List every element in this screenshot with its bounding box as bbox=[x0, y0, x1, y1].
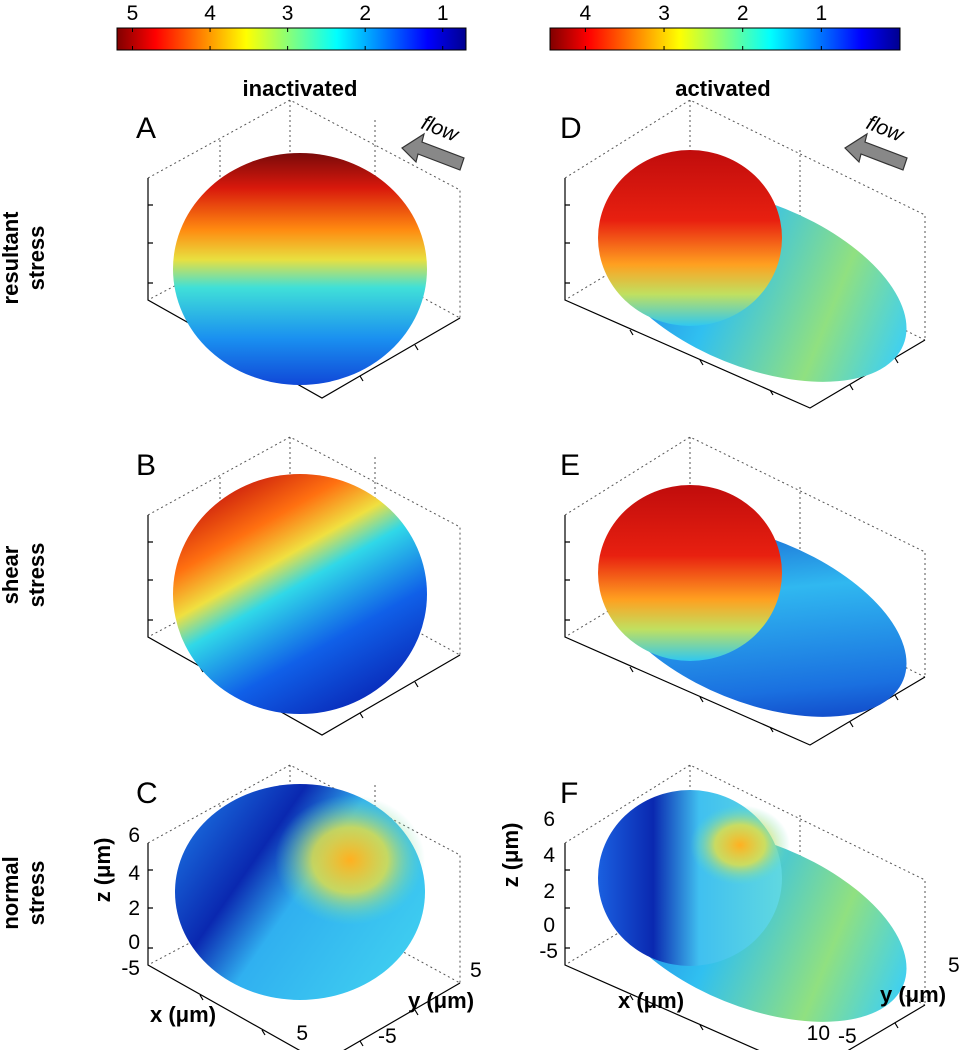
colorbar bbox=[116, 27, 467, 51]
y-tick-label: -5 bbox=[378, 1025, 397, 1048]
z-axis-label: z (μm) bbox=[498, 823, 523, 888]
colorbar-tick-label: 4 bbox=[580, 2, 592, 25]
panel-letter: E bbox=[560, 449, 580, 482]
y-tick-label: 5 bbox=[470, 959, 482, 982]
row-label: resultant stress bbox=[0, 211, 49, 305]
cell-surface bbox=[598, 150, 782, 326]
panel-letter: F bbox=[560, 777, 578, 810]
column-title: inactivated bbox=[243, 76, 358, 101]
flow-label: flow bbox=[863, 111, 908, 147]
y-axis-label: y (μm) bbox=[408, 988, 474, 1013]
row-label-line: normal bbox=[0, 856, 23, 929]
cell-surface bbox=[598, 485, 782, 661]
colorbar-tick-label: 3 bbox=[282, 2, 294, 25]
row-label-line: stress bbox=[24, 543, 49, 608]
row-label-line: stress bbox=[24, 226, 49, 291]
cell-surface bbox=[173, 474, 427, 714]
colorbar-tick-label: 3 bbox=[658, 2, 670, 25]
stress-spot bbox=[690, 805, 790, 885]
x-tick-label: -5 bbox=[539, 940, 558, 963]
colorbar-tick-label: 2 bbox=[737, 2, 749, 25]
flow-label: flow bbox=[418, 111, 463, 147]
z-axis-label: z (μm) bbox=[90, 838, 115, 903]
colorbar-tick-label: 4 bbox=[204, 2, 216, 25]
y-axis-label: y (μm) bbox=[880, 982, 946, 1007]
z-tick-label: 2 bbox=[128, 897, 140, 920]
z-tick-label: 0 bbox=[543, 914, 555, 937]
z-tick-label: 2 bbox=[543, 880, 555, 903]
row-label: shear stress bbox=[0, 543, 49, 608]
panel-letter: A bbox=[136, 112, 156, 145]
z-tick-label: 6 bbox=[543, 808, 555, 831]
colorbar-ticks: 5 4 3 2 1 4 3 2 1 bbox=[127, 2, 828, 50]
z-tick-label: 0 bbox=[128, 931, 140, 954]
colorbar-tick-label: 2 bbox=[359, 2, 371, 25]
x-axis-label: x (μm) bbox=[618, 988, 684, 1013]
colorbar bbox=[549, 27, 901, 51]
stress-spot bbox=[275, 795, 425, 925]
column-title: activated bbox=[675, 76, 770, 101]
x-axis-label: x (μm) bbox=[150, 1002, 216, 1027]
colorbar-tick-label: 5 bbox=[127, 2, 139, 25]
y-tick-label: -5 bbox=[838, 1025, 857, 1048]
cell-surface bbox=[173, 153, 427, 385]
row-label-line: stress bbox=[24, 861, 49, 926]
z-tick-label: 6 bbox=[128, 824, 140, 847]
colorbar-tick-label: 1 bbox=[437, 2, 449, 25]
row-label-line: shear bbox=[0, 545, 23, 604]
panel-letter: B bbox=[136, 449, 156, 482]
x-tick-label: 5 bbox=[296, 1022, 308, 1045]
colorbar-tick-label: 1 bbox=[816, 2, 828, 25]
panel-letter: C bbox=[136, 777, 158, 810]
z-tick-label: 4 bbox=[128, 862, 140, 885]
z-tick-label: 4 bbox=[543, 844, 555, 867]
x-tick-label: -5 bbox=[121, 957, 140, 980]
row-label-line: resultant bbox=[0, 211, 23, 305]
y-tick-label: 5 bbox=[948, 954, 960, 977]
panel-letter: D bbox=[560, 112, 582, 145]
x-tick-label: 10 bbox=[807, 1022, 830, 1045]
row-label: normal stress bbox=[0, 856, 49, 929]
